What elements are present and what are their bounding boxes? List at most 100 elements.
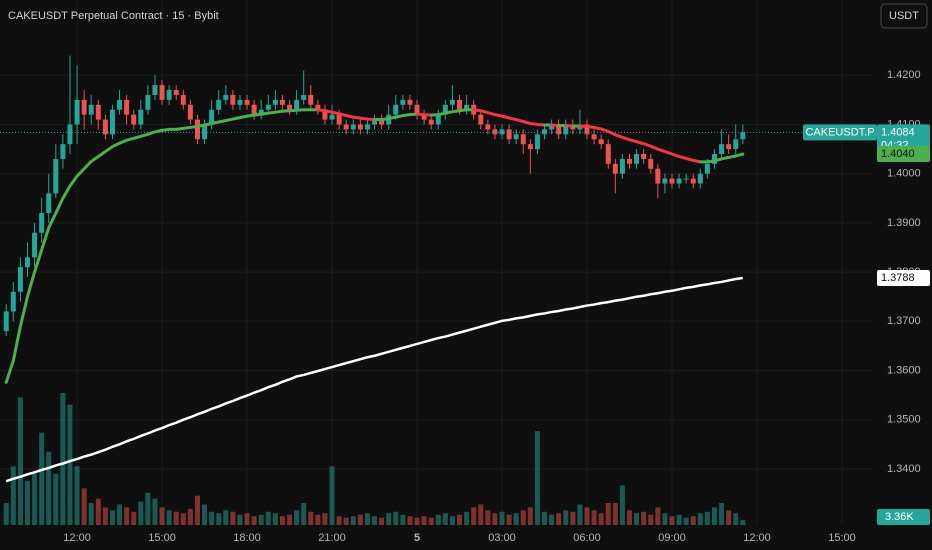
volume-bar: [506, 514, 512, 525]
candle-body: [60, 144, 66, 159]
candle-body: [294, 99, 300, 110]
volume-bar: [485, 510, 491, 525]
candle-body: [251, 104, 257, 115]
y-tick-label: 1.3500: [887, 414, 921, 426]
volume-bar: [60, 393, 66, 525]
candle-body: [648, 158, 654, 169]
fast-ma-line: [472, 108, 546, 127]
volume-bar: [145, 492, 151, 525]
x-tick-label: 06:00: [573, 532, 601, 544]
candle-body: [230, 94, 236, 105]
candle-body: [534, 134, 540, 150]
volume-bar: [202, 504, 208, 525]
candle-body: [400, 99, 406, 105]
fast-ma-line: [698, 152, 745, 164]
candle-body: [598, 139, 604, 145]
candle-body: [244, 99, 250, 105]
candle-body: [478, 114, 484, 125]
volume-bar: [272, 513, 278, 525]
volume-bar: [173, 511, 179, 525]
candle-body: [194, 119, 200, 140]
y-tick-label: 1.3600: [887, 364, 921, 376]
volume-bar: [53, 473, 59, 525]
candle-body: [223, 94, 229, 100]
candle-body: [492, 129, 498, 135]
volume-bar: [457, 514, 463, 525]
fast-ma-line: [429, 108, 476, 117]
candle-body: [159, 85, 165, 100]
volume-bar: [279, 516, 285, 525]
candle-body: [102, 119, 108, 135]
volume-bar: [534, 431, 540, 525]
volume-bar: [67, 404, 73, 525]
currency-button[interactable]: [880, 3, 928, 29]
chart-title: CAKEUSDT Perpetual Contract · 15 · Bybit: [8, 10, 219, 22]
volume-bar: [464, 511, 470, 525]
candle-body: [258, 109, 264, 115]
volume-bar: [393, 511, 399, 525]
slow-ma-line: [5, 276, 743, 483]
candle-body: [10, 291, 16, 312]
volume-bar: [194, 495, 200, 525]
volume-bar: [626, 510, 632, 525]
x-tick-label: 12:00: [743, 532, 771, 544]
volume-bar: [32, 473, 38, 525]
candle-body: [287, 104, 293, 110]
x-tick-label: 03:00: [488, 532, 516, 544]
candle-body: [407, 99, 413, 105]
fast-ma-badge: [877, 146, 930, 163]
candle-body: [315, 104, 321, 110]
candle-body: [421, 114, 427, 120]
volume-pane: [3, 393, 746, 525]
x-axis-area: [0, 525, 932, 550]
volume-bar: [655, 507, 661, 525]
candle-body: [166, 90, 172, 100]
volume-bar: [591, 510, 597, 525]
fast-ma-line: [4, 108, 320, 384]
volume-bar: [223, 510, 229, 525]
candle-body: [187, 104, 193, 120]
candle-body: [209, 109, 215, 125]
symbol-badge: [803, 124, 877, 141]
candle-body: [17, 267, 23, 292]
volume-badge: [877, 509, 930, 525]
volume-bar: [287, 514, 293, 525]
candle-body: [605, 144, 611, 164]
price-pane: [0, 55, 872, 483]
volume-bar: [81, 488, 87, 525]
volume-bar: [364, 513, 370, 525]
volume-bar: [690, 516, 696, 525]
currency-label[interactable]: USDT: [889, 10, 919, 22]
volume-bar: [301, 503, 307, 525]
volume-bar: [648, 514, 654, 525]
x-tick-label: 5: [414, 532, 420, 544]
candle-body: [711, 154, 717, 164]
volume-bar: [619, 485, 625, 525]
volume-bar: [39, 432, 45, 525]
candle-body: [379, 119, 385, 125]
volume-bar: [350, 516, 356, 525]
volume-bar: [117, 504, 123, 525]
y-tick-label: 1.3700: [887, 315, 921, 327]
candle-body: [719, 144, 725, 155]
candle-body: [53, 158, 59, 194]
x-tick-label: 15:00: [148, 532, 176, 544]
candle-body: [67, 124, 73, 145]
candle-body: [669, 178, 675, 184]
candle-body: [81, 99, 87, 115]
candle-body: [683, 178, 689, 180]
volume-bar: [251, 516, 257, 525]
volume-bar: [584, 507, 590, 525]
candle-body: [626, 158, 632, 164]
y-tick-label: 1.4200: [887, 69, 921, 81]
candle-body: [74, 99, 80, 125]
candle-body: [32, 232, 38, 258]
volume-bar: [719, 503, 725, 525]
candle-body: [46, 193, 52, 214]
candle-body: [435, 114, 441, 125]
volume-bar: [152, 498, 158, 525]
candle-body: [364, 124, 370, 130]
volume-bar: [520, 510, 526, 525]
candle-body: [124, 99, 130, 115]
volume-label: 3.36K: [885, 511, 914, 523]
